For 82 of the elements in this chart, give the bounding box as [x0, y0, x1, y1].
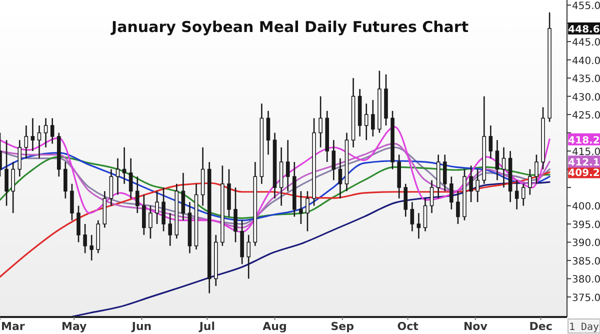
x-tick-label: Aug — [262, 320, 287, 333]
candlestick — [450, 176, 454, 210]
candlestick — [30, 118, 35, 152]
y-tick-label: 455.0 — [572, 1, 600, 12]
candlestick — [135, 176, 140, 214]
candlestick — [469, 164, 473, 203]
candlestick — [76, 205, 80, 243]
y-tick-label: 400.0 — [572, 202, 600, 213]
y-tick-label: 430.0 — [572, 92, 600, 104]
y-tick-label: 380.0 — [572, 274, 600, 286]
candlestick — [11, 161, 15, 214]
x-tick-label: Mar — [1, 320, 26, 333]
candlestick — [155, 190, 159, 225]
x-tick-label: Jul — [198, 320, 216, 333]
candlestick — [70, 183, 74, 221]
candlestick — [416, 212, 421, 240]
candlestick — [4, 139, 8, 206]
text: 448.6 — [568, 24, 600, 36]
candlestick — [286, 139, 290, 192]
x-tick-label: Oct — [397, 320, 418, 333]
candlestick — [371, 99, 375, 138]
y-tick-label: 445.0 — [572, 38, 600, 49]
candlestick — [364, 102, 368, 141]
candlestick — [430, 180, 434, 214]
x-tick-label: Sep — [330, 320, 354, 333]
x-tick-label: Nov — [463, 320, 488, 333]
text: January Soybean Meal Daily Futures Chart — [110, 18, 468, 36]
candlestick — [534, 154, 538, 185]
y-tick-label: 440.0 — [572, 56, 600, 67]
x-tick-label: May — [62, 320, 87, 333]
candlestick — [162, 186, 166, 232]
y-tick-label: 375.0 — [572, 292, 600, 304]
candlestick — [514, 180, 519, 210]
candlestick — [410, 201, 414, 232]
candlestick — [423, 198, 428, 232]
candlestick — [37, 124, 42, 159]
candlestick — [148, 205, 152, 240]
y-tick-label: 385.0 — [572, 256, 600, 268]
candlestick — [83, 223, 87, 254]
candlestick — [521, 183, 526, 206]
y-tick-label: 390.0 — [572, 238, 600, 250]
candlestick — [456, 190, 460, 225]
y-tick-label: 415.0 — [572, 147, 600, 158]
candlestick — [404, 183, 408, 218]
candlestick — [44, 118, 48, 148]
candlestick — [234, 186, 238, 243]
text: 1 Day — [568, 322, 600, 333]
candlestick — [318, 96, 322, 148]
line-series — [0, 126, 550, 233]
data-label: 418.2 — [568, 135, 600, 146]
candlestick — [181, 172, 186, 221]
candlestick — [488, 124, 493, 159]
candlestick — [476, 168, 480, 203]
y-tick-label: 435.0 — [572, 74, 600, 86]
data-label: 409.2 — [568, 168, 600, 180]
candlestick — [64, 161, 68, 200]
candlestick — [306, 190, 310, 232]
candlestick — [502, 146, 506, 188]
candlestick — [332, 139, 336, 181]
candlestick — [18, 139, 22, 178]
candlestick — [528, 168, 532, 196]
candlestick — [90, 234, 94, 262]
candlestick — [142, 194, 146, 236]
candlestick — [168, 212, 172, 247]
candlestick — [246, 234, 251, 280]
y-tick-label: 395.0 — [572, 220, 600, 231]
x-tick-label: Jun — [130, 320, 152, 333]
candlestick — [266, 110, 270, 156]
data-label: 412.1 — [568, 158, 600, 169]
candlestick — [442, 154, 447, 192]
line-series — [0, 171, 550, 278]
candlestick — [116, 158, 120, 196]
candlestick — [338, 158, 342, 200]
candlestick — [128, 158, 133, 200]
candlestick — [122, 146, 126, 185]
candlestick — [24, 124, 28, 159]
x-tick-label: Dec — [529, 320, 552, 333]
candlestick — [50, 118, 54, 144]
candlestick — [299, 190, 303, 225]
candlestick — [495, 139, 500, 181]
candlestick — [109, 168, 114, 206]
y-tick-label: 425.0 — [572, 110, 600, 122]
